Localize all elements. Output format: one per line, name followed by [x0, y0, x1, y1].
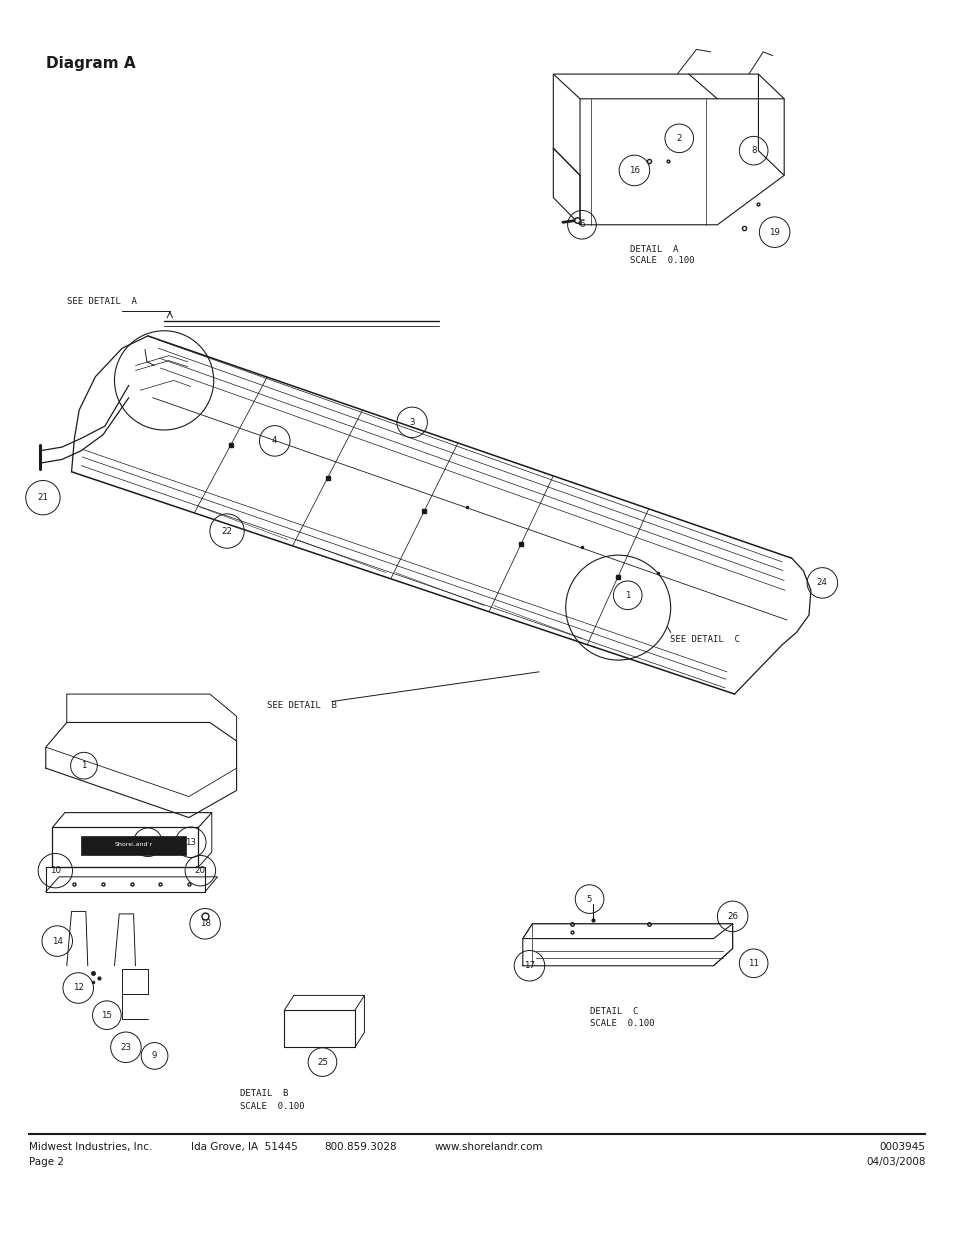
- Text: 18: 18: [199, 919, 211, 929]
- Text: SEE DETAIL  C: SEE DETAIL C: [669, 635, 739, 643]
- Text: 14: 14: [51, 936, 63, 946]
- Text: 20: 20: [194, 866, 206, 876]
- Text: 0003945: 0003945: [879, 1142, 924, 1152]
- Text: 1: 1: [81, 761, 87, 771]
- FancyBboxPatch shape: [81, 836, 186, 855]
- Text: SEE DETAIL  A: SEE DETAIL A: [67, 298, 136, 306]
- Text: 23: 23: [120, 1042, 132, 1052]
- Text: www.shorelandr.com: www.shorelandr.com: [434, 1142, 542, 1152]
- Text: 8: 8: [750, 146, 756, 156]
- Text: 2: 2: [676, 133, 681, 143]
- Text: DETAIL  A: DETAIL A: [629, 245, 678, 253]
- Text: DETAIL  C: DETAIL C: [589, 1007, 638, 1015]
- Text: 15: 15: [101, 1010, 112, 1020]
- Text: SCALE  0.100: SCALE 0.100: [589, 1019, 654, 1028]
- Text: 22: 22: [221, 526, 233, 536]
- Text: SCALE  0.100: SCALE 0.100: [240, 1102, 305, 1110]
- Text: ShoreLand'r: ShoreLand'r: [114, 842, 152, 847]
- Text: Page 2: Page 2: [29, 1157, 64, 1167]
- Text: 10: 10: [50, 866, 61, 876]
- Text: 1: 1: [624, 590, 630, 600]
- Text: 25: 25: [316, 1057, 328, 1067]
- Text: 13: 13: [185, 837, 196, 847]
- Text: SCALE  0.100: SCALE 0.100: [629, 256, 694, 264]
- Text: Ida Grove, IA  51445: Ida Grove, IA 51445: [191, 1142, 297, 1152]
- Text: 9: 9: [152, 1051, 157, 1061]
- Text: 04/03/2008: 04/03/2008: [865, 1157, 924, 1167]
- Text: 21: 21: [37, 493, 49, 503]
- Text: Midwest Industries, Inc.: Midwest Industries, Inc.: [29, 1142, 152, 1152]
- Text: DETAIL  B: DETAIL B: [240, 1089, 289, 1098]
- Text: 19: 19: [768, 227, 780, 237]
- Text: 12: 12: [72, 983, 84, 993]
- Text: 17: 17: [523, 961, 535, 971]
- Text: 5: 5: [586, 894, 592, 904]
- Text: 16: 16: [628, 165, 639, 175]
- Text: SEE DETAIL  B: SEE DETAIL B: [267, 701, 336, 710]
- Text: 4: 4: [272, 436, 277, 446]
- Text: 24: 24: [816, 578, 827, 588]
- Text: 6: 6: [578, 220, 584, 230]
- Text: 7: 7: [145, 837, 151, 847]
- Text: 26: 26: [726, 911, 738, 921]
- Text: 11: 11: [747, 958, 759, 968]
- Text: Diagram A: Diagram A: [46, 56, 135, 70]
- Text: 3: 3: [409, 417, 415, 427]
- Text: 800.859.3028: 800.859.3028: [324, 1142, 396, 1152]
